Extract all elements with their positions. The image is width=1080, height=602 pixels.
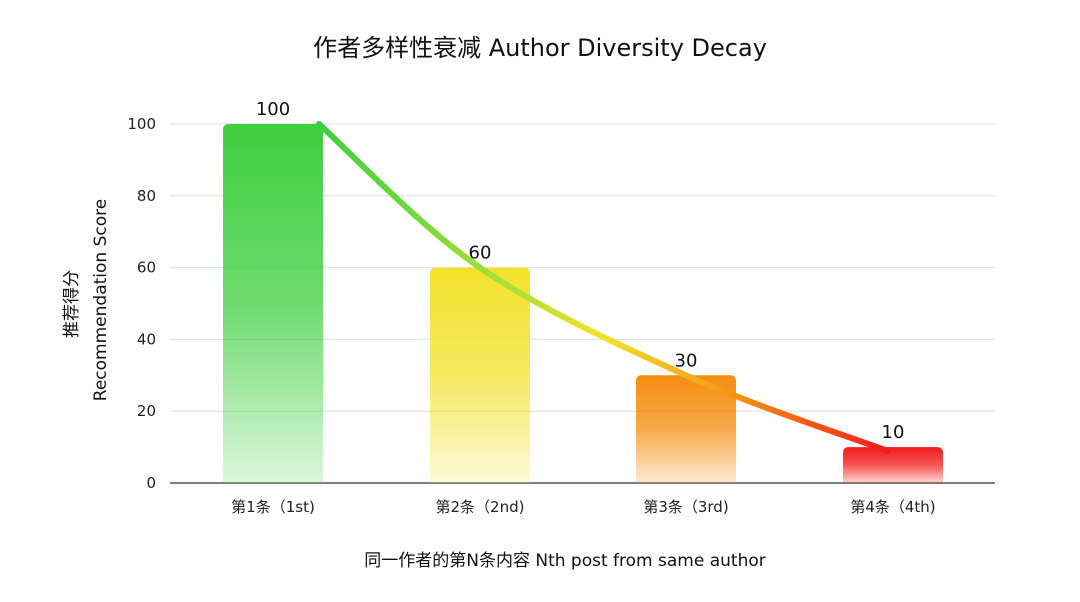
x-tick-label: 第1条（1st) — [231, 498, 315, 516]
decay-curve-line — [316, 121, 891, 455]
y-axis-title-english: Recommendation Score — [91, 199, 111, 401]
bar-value-label: 100 — [256, 99, 290, 120]
y-tick-label: 60 — [137, 259, 156, 277]
y-tick-label: 20 — [137, 402, 156, 420]
bar-1 — [223, 124, 323, 483]
y-tick-label: 40 — [137, 330, 156, 348]
bar-3 — [636, 375, 736, 483]
x-tick-label: 第3条（3rd) — [643, 498, 728, 516]
decay-curve — [316, 121, 891, 455]
bar-value-label: 30 — [675, 350, 698, 371]
x-tick-label: 第4条（4th) — [850, 498, 935, 516]
x-axis-ticks: 第1条（1st) 第2条（2nd) 第3条（3rd) 第4条（4th) — [231, 498, 935, 516]
y-tick-label: 80 — [137, 187, 156, 205]
y-axis-ticks: 0 20 40 60 80 100 — [127, 115, 156, 492]
y-tick-label: 100 — [127, 115, 156, 133]
bars — [223, 124, 943, 483]
bar-value-label: 60 — [469, 243, 492, 264]
bar-4 — [843, 447, 943, 483]
y-axis-title-chinese: 推荐得分 — [62, 270, 82, 338]
y-tick-label: 0 — [146, 474, 156, 492]
bar-2 — [430, 267, 530, 483]
value-labels: 100 60 30 10 — [256, 99, 905, 443]
x-tick-label: 第2条（2nd) — [436, 498, 525, 516]
chart-title: 作者多样性衰减 Author Diversity Decay — [313, 34, 767, 62]
x-axis-title: 同一作者的第N条内容 Nth post from same author — [364, 551, 765, 571]
bar-value-label: 10 — [882, 422, 905, 443]
